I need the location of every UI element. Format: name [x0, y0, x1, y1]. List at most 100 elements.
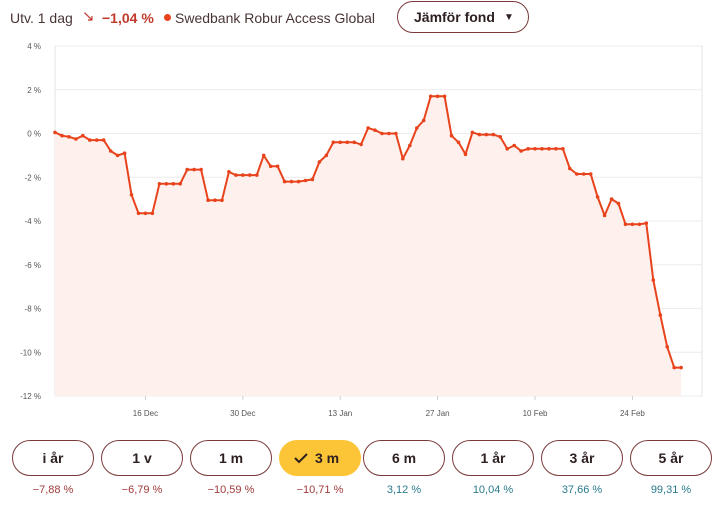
data-point: [60, 133, 64, 138]
data-point: [345, 140, 350, 145]
data-point: [526, 147, 530, 151]
y-tick-label: -2 %: [25, 173, 41, 182]
data-point: [581, 172, 586, 176]
data-point: [81, 133, 85, 138]
data-point: [150, 211, 155, 216]
data-point: [192, 167, 196, 172]
period-label: 6 m: [391, 450, 417, 466]
data-point: [296, 179, 301, 184]
x-tick-label: 13 Jan: [328, 409, 352, 418]
period-button-3-m[interactable]: 3 m: [279, 440, 361, 476]
data-point: [547, 147, 551, 151]
series-color-dot: [164, 14, 171, 21]
data-point: [408, 143, 412, 148]
data-point: [303, 178, 308, 183]
fund-performance-chart: 4 % 2 % 0 % -2 % -4 % -6 % -8 % -10 % -12 % 16 De…: [20, 42, 703, 418]
data-point: [185, 167, 189, 172]
data-point: [206, 198, 210, 202]
data-point: [94, 138, 99, 142]
data-point: [491, 132, 496, 137]
data-point: [310, 177, 315, 182]
data-point: [672, 365, 676, 370]
caret-down-icon: ▼: [504, 12, 514, 23]
data-point: [609, 197, 614, 201]
data-point: [129, 193, 134, 197]
x-tick-label: 16 Dec: [133, 409, 158, 418]
y-tick-label: -6 %: [25, 261, 41, 270]
data-point: [435, 94, 440, 99]
data-point: [394, 131, 398, 136]
period-return: −10,59 %: [207, 484, 255, 496]
data-point: [213, 198, 217, 202]
fund-name: Swedbank Robur Access Global: [175, 10, 375, 26]
data-point: [575, 172, 579, 176]
data-point: [234, 173, 238, 177]
period-button-1-ar[interactable]: 1 år: [452, 440, 534, 476]
x-tick-label: 24 Feb: [620, 409, 645, 418]
data-point: [658, 313, 663, 317]
data-point: [442, 94, 447, 99]
data-point: [588, 172, 593, 176]
data-point: [561, 147, 565, 151]
data-point: [101, 138, 106, 142]
arrow-down-right-icon: ↘: [82, 8, 95, 25]
data-point: [651, 278, 656, 282]
x-tick-label: 30 Dec: [230, 409, 255, 418]
data-point: [74, 137, 78, 141]
data-point: [568, 166, 572, 171]
data-point: [498, 135, 503, 139]
data-point: [178, 182, 182, 186]
y-tick-label: -8 %: [25, 305, 41, 314]
period-return: −7,88 %: [32, 484, 74, 496]
data-point: [540, 147, 544, 151]
series-area: [55, 96, 682, 397]
daily-change-label: Utv. 1 dag: [10, 10, 73, 26]
data-point: [331, 140, 336, 145]
data-point: [338, 140, 343, 145]
data-point: [595, 195, 600, 199]
data-point: [602, 213, 607, 218]
data-point: [275, 164, 280, 169]
data-point: [115, 153, 120, 158]
period-button-5-ar[interactable]: 5 år: [630, 440, 712, 476]
y-tick-label: -12 %: [20, 392, 41, 401]
data-point: [220, 198, 224, 202]
data-point: [122, 151, 127, 155]
data-point: [484, 132, 489, 137]
x-tick-label: 10 Feb: [523, 409, 548, 418]
compare-fund-button[interactable]: Jämför fond ▼: [397, 1, 529, 33]
data-point: [456, 140, 461, 145]
data-point: [519, 149, 523, 153]
data-point: [227, 170, 231, 174]
period-label: i år: [42, 450, 64, 466]
period-label: 1 m: [218, 450, 244, 466]
period-button-1-m[interactable]: 1 m: [190, 440, 272, 476]
data-point: [143, 211, 148, 216]
period-label: 1 år: [480, 450, 506, 466]
period-label: 5 år: [658, 450, 684, 466]
data-point: [421, 118, 426, 123]
period-button-1-v[interactable]: 1 v: [101, 440, 183, 476]
data-point: [477, 132, 482, 137]
data-point: [359, 142, 363, 147]
period-return: 37,66 %: [561, 484, 603, 496]
period-label: 3 m: [314, 450, 340, 466]
period-button-3-ar[interactable]: 3 år: [541, 440, 623, 476]
data-point: [415, 126, 419, 130]
data-point: [88, 138, 92, 142]
data-point: [324, 153, 329, 158]
x-tick-label: 27 Jan: [426, 409, 450, 418]
data-point: [533, 147, 537, 151]
data-point: [254, 173, 259, 177]
data-point: [505, 147, 510, 151]
period-button-6-m[interactable]: 6 m: [363, 440, 445, 476]
period-return: 3,12 %: [386, 484, 422, 496]
data-point: [387, 131, 391, 136]
period-button-i-ar[interactable]: i år: [12, 440, 94, 476]
data-point: [164, 182, 169, 186]
y-tick-label: 2 %: [27, 86, 41, 95]
period-return: −10,71 %: [296, 484, 344, 496]
data-point: [317, 160, 322, 164]
data-point: [136, 211, 141, 216]
data-point: [428, 94, 433, 99]
